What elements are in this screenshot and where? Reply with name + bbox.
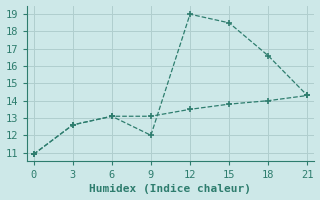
X-axis label: Humidex (Indice chaleur): Humidex (Indice chaleur) [90,184,252,194]
